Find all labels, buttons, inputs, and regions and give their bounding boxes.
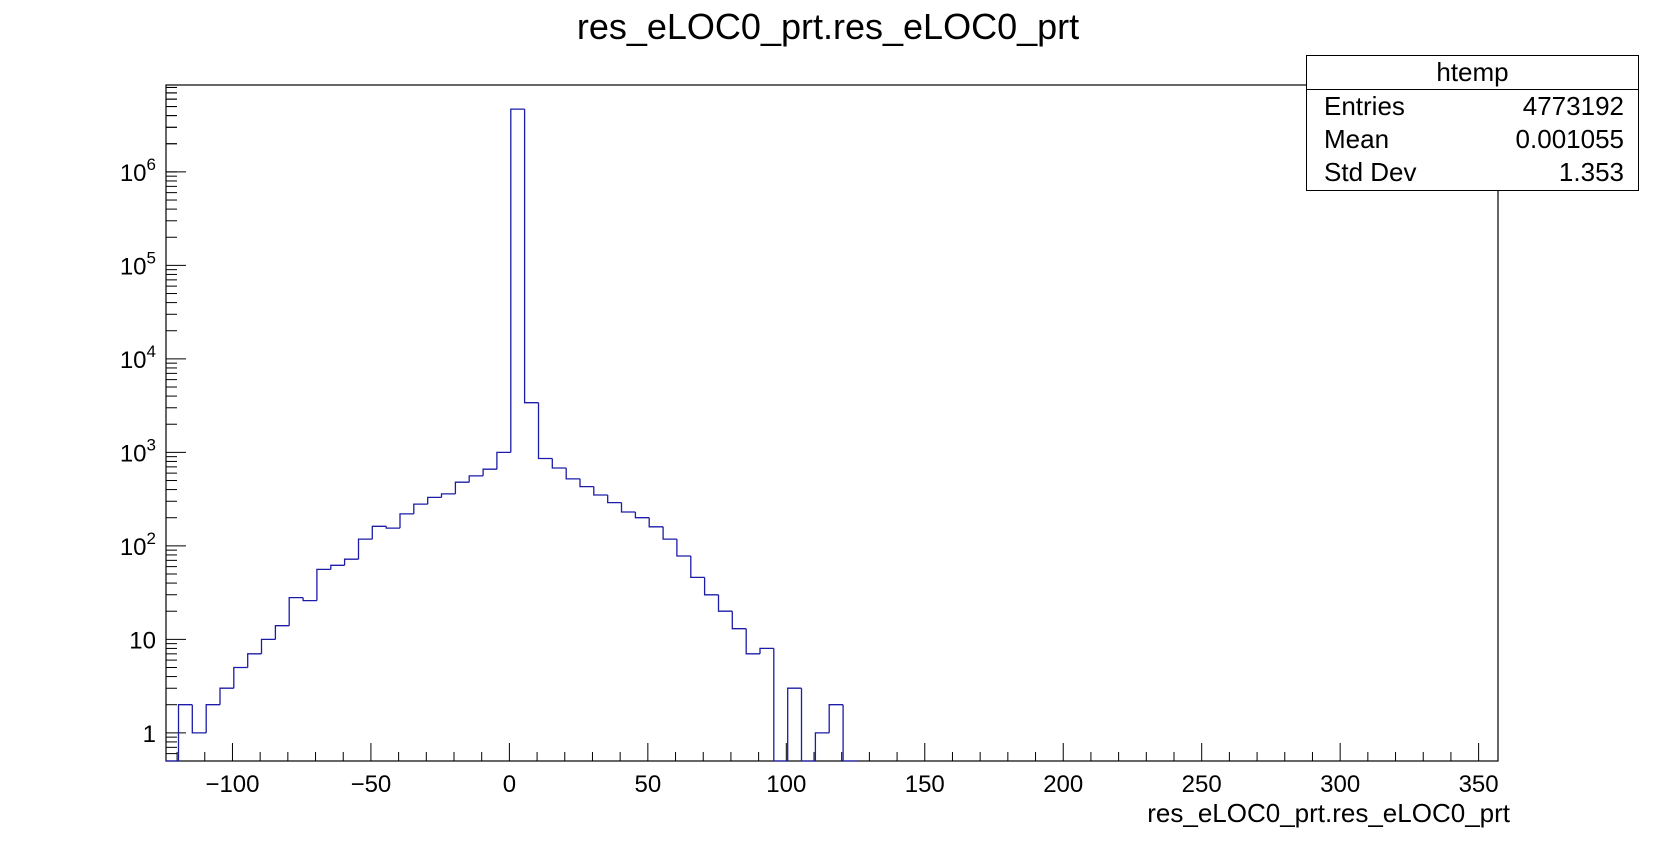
histogram-bin — [648, 517, 664, 528]
chart-title: res_eLOC0_prt.res_eLOC0_prt — [576, 6, 1080, 47]
histogram-bin — [759, 647, 774, 654]
histogram-bin — [717, 594, 733, 612]
histogram-bin — [302, 597, 317, 602]
x-tick-label: 0 — [503, 771, 516, 798]
y-tick-label: 106 — [120, 155, 156, 187]
histogram-bin — [814, 732, 830, 761]
histogram-bin — [773, 648, 788, 762]
histogram-bin — [316, 568, 331, 601]
histogram-bin — [551, 458, 567, 469]
stats-value: 1.353 — [1558, 157, 1624, 187]
histogram-bin — [690, 556, 705, 579]
histogram-bin — [413, 503, 428, 514]
stats-row-mean: Mean 0.001055 — [1307, 123, 1638, 156]
y-tick-label: 103 — [120, 435, 156, 467]
histogram-bin — [662, 526, 677, 540]
histogram-bin — [177, 704, 193, 761]
histogram-bin — [593, 486, 608, 496]
histogram-bin — [828, 704, 844, 733]
stats-value: 4773192 — [1522, 91, 1624, 121]
histogram-bin — [219, 687, 234, 705]
histogram-bin — [787, 687, 802, 761]
y-tick-label: 1 — [143, 721, 156, 748]
stats-row-stddev: Std Dev 1.353 — [1307, 156, 1638, 189]
axis-ticks — [166, 86, 1480, 762]
histogram-bin — [454, 481, 470, 494]
histogram-bin — [620, 502, 636, 513]
histogram-bin — [371, 525, 387, 540]
histogram-bin — [634, 512, 650, 519]
tick-labels: −100 −50 0 50 100 150 200 250 300 350 1 10 102 103 104… — [120, 155, 1499, 798]
stats-box-title: htemp — [1307, 56, 1638, 90]
histogram-bin — [274, 625, 290, 640]
histogram-bin — [537, 402, 553, 460]
histogram-bin — [247, 653, 262, 668]
histogram-bin — [191, 704, 207, 734]
plot-frame — [165, 84, 1499, 762]
histogram-bin — [427, 496, 442, 505]
y-tick-label: 105 — [120, 248, 156, 280]
histogram-bin — [343, 558, 359, 566]
y-tick-label: 10 — [129, 627, 156, 654]
histogram-bin — [800, 688, 816, 762]
y-tick-label: 102 — [120, 529, 156, 561]
histogram-bin — [496, 451, 511, 470]
histogram-bin — [510, 108, 525, 453]
stats-label: Std Dev — [1324, 157, 1417, 187]
histogram-bin — [468, 475, 484, 483]
histogram-bin — [703, 577, 719, 596]
y-tick-label: 104 — [120, 342, 156, 374]
histogram-bars — [166, 108, 857, 762]
histogram-bin — [399, 513, 414, 529]
histogram-bin — [440, 493, 456, 498]
stats-row-entries: Entries 4773192 — [1307, 90, 1638, 123]
stats-label: Entries — [1324, 91, 1405, 121]
x-tick-label: −100 — [205, 771, 259, 798]
x-tick-label: 200 — [1043, 771, 1083, 798]
histogram-bin — [676, 539, 691, 557]
x-tick-label: 50 — [634, 771, 661, 798]
x-tick-label: 300 — [1320, 771, 1360, 798]
x-tick-label: 250 — [1182, 771, 1222, 798]
histogram-bin — [288, 596, 304, 626]
x-tick-label: 350 — [1459, 771, 1499, 798]
histogram-bin — [579, 478, 594, 488]
histogram-bin — [731, 611, 747, 630]
stats-box: htemp Entries 4773192 Mean 0.001055 Std … — [1306, 55, 1639, 191]
histogram-bin — [357, 538, 373, 560]
stats-value: 0.001055 — [1515, 124, 1624, 154]
x-tick-label: 150 — [905, 771, 945, 798]
histogram-bin — [385, 526, 400, 529]
histogram-bin — [842, 704, 857, 762]
stats-label: Mean — [1324, 124, 1390, 154]
x-axis-label: res_eLOC0_prt.res_eLOC0_prt — [1147, 798, 1510, 828]
histogram-bin — [260, 638, 276, 654]
histogram-bin — [565, 468, 580, 480]
histogram-bin — [745, 628, 760, 655]
histogram-bin — [523, 109, 539, 404]
histogram-bin — [482, 468, 497, 476]
x-tick-label: −50 — [351, 771, 392, 798]
histogram-bin — [607, 495, 622, 504]
histogram-bin — [205, 704, 220, 733]
histogram-bin — [233, 666, 248, 689]
histogram-bin — [330, 564, 345, 570]
plot-frame-rect — [165, 84, 1499, 762]
x-tick-label: 100 — [766, 771, 806, 798]
